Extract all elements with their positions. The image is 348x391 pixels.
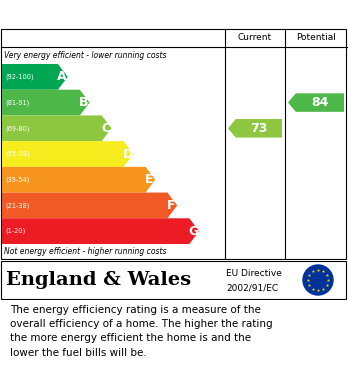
Text: 84: 84: [311, 96, 329, 109]
Text: A: A: [57, 70, 67, 83]
Text: England & Wales: England & Wales: [6, 271, 191, 289]
Text: G: G: [188, 225, 198, 238]
Text: (1-20): (1-20): [5, 228, 25, 234]
Polygon shape: [228, 119, 282, 138]
Text: (21-38): (21-38): [5, 202, 29, 209]
Text: (55-68): (55-68): [5, 151, 30, 157]
Text: (81-91): (81-91): [5, 99, 29, 106]
Text: D: D: [122, 147, 133, 160]
Text: 2002/91/EC: 2002/91/EC: [226, 283, 278, 292]
Text: F: F: [167, 199, 176, 212]
Text: (39-54): (39-54): [5, 176, 29, 183]
Text: 73: 73: [250, 122, 268, 135]
Polygon shape: [2, 193, 177, 218]
Polygon shape: [2, 141, 133, 167]
Polygon shape: [288, 93, 344, 112]
Polygon shape: [2, 218, 199, 244]
Text: Energy Efficiency Rating: Energy Efficiency Rating: [10, 7, 220, 22]
Polygon shape: [2, 167, 155, 193]
Text: Not energy efficient - higher running costs: Not energy efficient - higher running co…: [4, 246, 166, 255]
Text: E: E: [145, 173, 154, 186]
Text: Potential: Potential: [296, 34, 336, 43]
Text: EU Directive: EU Directive: [226, 269, 282, 278]
Text: The energy efficiency rating is a measure of the
overall efficiency of a home. T: The energy efficiency rating is a measur…: [10, 305, 273, 358]
Text: Current: Current: [238, 34, 272, 43]
Text: Very energy efficient - lower running costs: Very energy efficient - lower running co…: [4, 52, 166, 61]
Polygon shape: [2, 64, 68, 90]
Text: C: C: [101, 122, 110, 135]
Text: B: B: [79, 96, 88, 109]
Text: (92-100): (92-100): [5, 74, 34, 80]
Polygon shape: [2, 90, 89, 115]
Circle shape: [303, 265, 333, 295]
Polygon shape: [2, 115, 111, 141]
Text: (69-80): (69-80): [5, 125, 30, 131]
